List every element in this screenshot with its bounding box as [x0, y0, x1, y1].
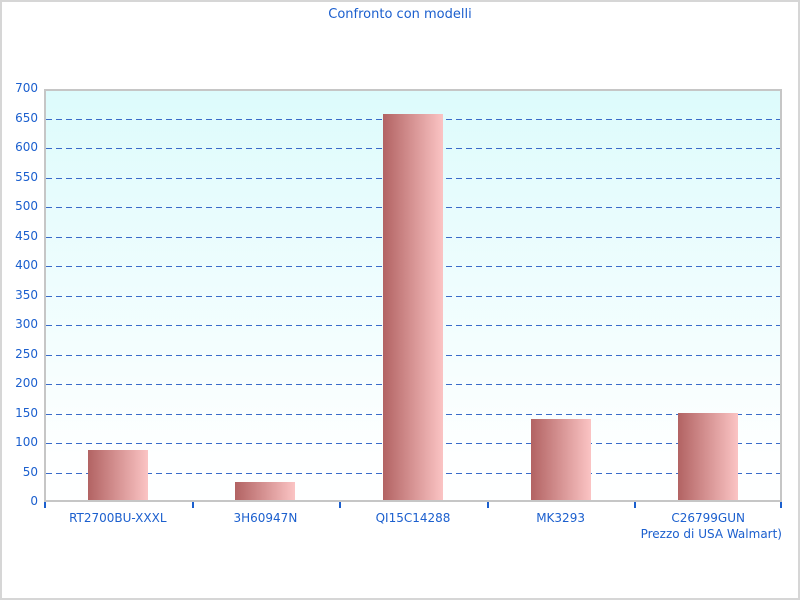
- y-axis-label-500: 500: [15, 199, 38, 213]
- x-axis-tick-0: [44, 502, 46, 508]
- y-axis-label-300: 300: [15, 317, 38, 331]
- bar-3H60947N: [235, 482, 296, 500]
- y-axis-label-100: 100: [15, 435, 38, 449]
- x-axis-category-3H60947N: 3H60947N: [233, 511, 298, 525]
- y-axis-label-200: 200: [15, 376, 38, 390]
- bar-MK3293: [530, 419, 591, 500]
- bar-RT2700BU-XXXL: [87, 450, 148, 500]
- x-axis-tick-2: [339, 502, 342, 508]
- x-axis-tick-3: [486, 502, 489, 508]
- x-axis-tick-4: [634, 502, 637, 508]
- y-axis-label-600: 600: [15, 140, 38, 154]
- x-axis-label: Prezzo di USA Walmart): [640, 527, 782, 541]
- plot-area: [44, 89, 782, 502]
- y-axis-label-0: 0: [30, 494, 38, 508]
- y-axis-label-650: 650: [15, 110, 38, 125]
- y-axis-label-550: 550: [15, 169, 38, 184]
- x-axis-category-C26799GUN: C26799GUN: [671, 511, 745, 525]
- y-axis-label-350: 350: [15, 287, 38, 302]
- x-axis-tick-1: [191, 502, 194, 508]
- y-axis-label-150: 150: [15, 405, 38, 420]
- y-axis-label-400: 400: [15, 258, 38, 272]
- x-axis-category-RT2700BU-XXXL: RT2700BU-XXXL: [69, 511, 167, 525]
- x-axis-tick-5: [780, 502, 782, 508]
- bar-C26799GUN: [678, 413, 739, 500]
- x-axis-category-MK3293: MK3293: [536, 511, 585, 525]
- x-axis-category-QI15C14288: QI15C14288: [375, 511, 451, 525]
- bar-QI15C14288: [383, 114, 443, 500]
- chart-title: Confronto con modelli: [328, 7, 472, 22]
- y-axis-label-450: 450: [15, 228, 38, 243]
- y-axis-label-50: 50: [22, 464, 38, 479]
- y-axis-label-250: 250: [15, 346, 38, 361]
- y-axis-label-700: 700: [15, 81, 38, 95]
